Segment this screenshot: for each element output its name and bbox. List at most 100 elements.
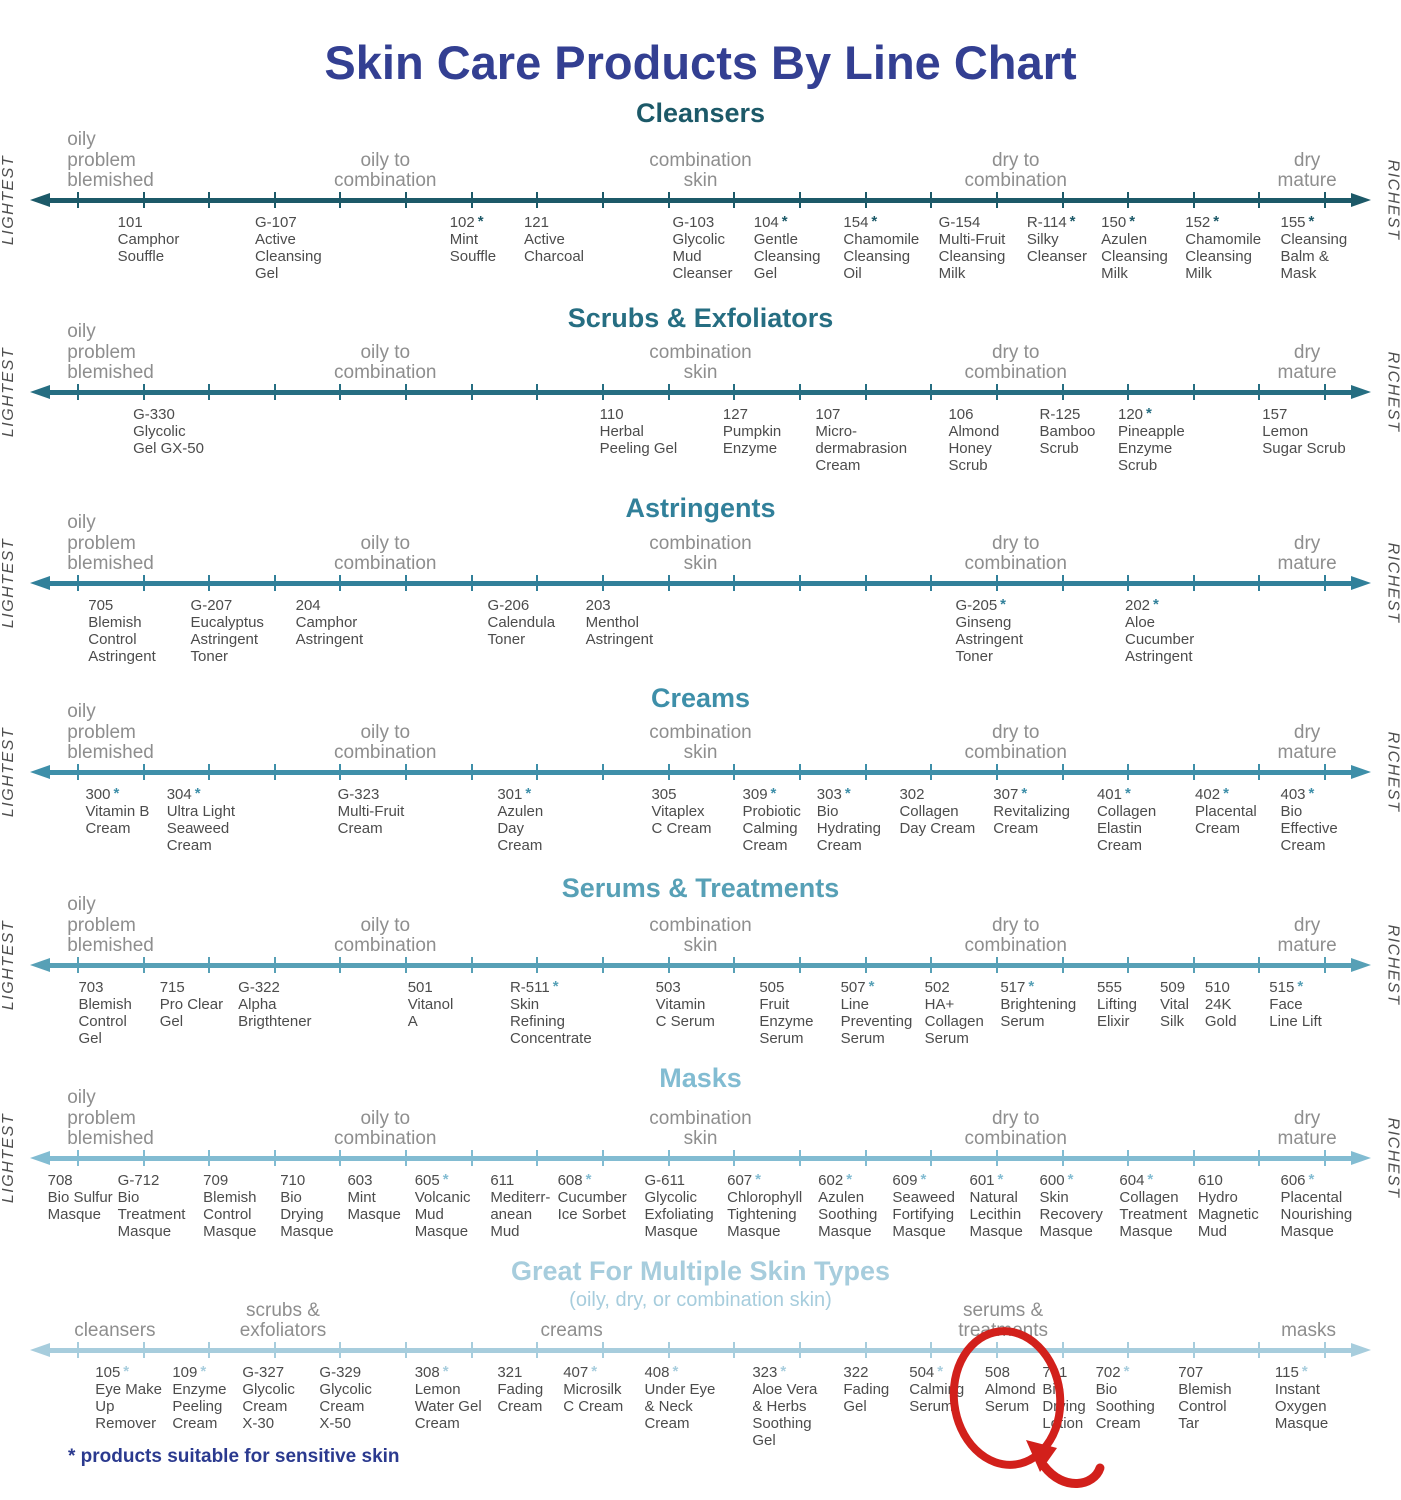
- axis-category-label-line: dry: [1293, 914, 1321, 936]
- axis-category-label: oily to combination: [334, 722, 436, 764]
- product-name-line: Masque: [1119, 1223, 1173, 1241]
- product-name-line: Microsilk: [563, 1381, 622, 1399]
- product-name-line: Sugar Scrub: [1262, 440, 1346, 458]
- product-code: 301: [497, 786, 523, 803]
- axis-tick: [142, 1342, 145, 1358]
- axis-category-label: oily problem blemished: [67, 322, 154, 384]
- sensitive-skin-star-icon: *: [1021, 785, 1028, 802]
- sensitive-skin-star-icon: *: [442, 1363, 449, 1380]
- axis-tick: [864, 1342, 867, 1358]
- axis-tick: [602, 575, 605, 591]
- product-307: 307 * Revitalizing Cream: [993, 785, 1070, 837]
- product-name-line: Ginseng: [955, 614, 1012, 632]
- edge-label-right: RICHEST: [1381, 890, 1401, 1040]
- axis-arrow-left-icon: [30, 193, 50, 207]
- axis-tick: [1192, 1150, 1195, 1166]
- product-502: 502 HA+ Collagen Serum: [925, 979, 984, 1047]
- product-name-line: Face: [1269, 996, 1303, 1014]
- product-code-line: G-323: [338, 786, 405, 803]
- product-R-125: R-125 Bamboo Scrub: [1040, 406, 1096, 457]
- axis-tick: [602, 384, 605, 400]
- product-code: 707: [1178, 1364, 1204, 1381]
- sensitive-skin-star-icon: *: [113, 785, 120, 802]
- axis-category-label: dry mature: [1278, 1108, 1337, 1150]
- sensitive-skin-star-icon: *: [770, 785, 777, 802]
- product-code: 152: [1185, 214, 1211, 231]
- product-code: G-107: [254, 214, 297, 231]
- product-name-line: Vitamin: [655, 996, 706, 1014]
- product-code-line: R-114 *: [1027, 213, 1087, 231]
- axis-category-label: cleansers: [74, 1321, 155, 1342]
- sensitive-skin-star-icon: *: [1123, 1363, 1130, 1380]
- footer-note: * products suitable for sensitive skin: [68, 1446, 400, 1467]
- product-name-line: Hydrating: [816, 820, 881, 838]
- product-code: 605: [414, 1172, 440, 1189]
- sensitive-skin-star-icon: *: [1147, 1171, 1154, 1188]
- product-name-line: Masque: [414, 1223, 469, 1241]
- axis-category-label-line: masks: [1281, 1320, 1336, 1342]
- product-name-line: Masque: [117, 1223, 172, 1241]
- product-name-line: Scrub: [948, 457, 988, 475]
- product-304: 304 * Ultra Light Seaweed Cream: [166, 785, 235, 855]
- axis-tick: [339, 192, 342, 208]
- axis-category-label: oily to combination: [334, 342, 436, 384]
- product-name-line: Magnetic: [1197, 1206, 1259, 1224]
- product-name-line: Cream: [497, 1398, 543, 1416]
- product-code: 203: [585, 597, 611, 614]
- product-name-line: Bio: [1042, 1381, 1065, 1399]
- product-name-line: Masque: [644, 1223, 698, 1241]
- product-name-line: Cream: [166, 837, 212, 855]
- axis-arrow-left-icon: [30, 576, 50, 590]
- axis-tick: [76, 957, 79, 973]
- axis-tick: [142, 957, 145, 973]
- axis-tick: [930, 764, 933, 780]
- product-code: G-154: [938, 214, 981, 231]
- axis-tick: [76, 1150, 79, 1166]
- product-code: G-327: [242, 1364, 285, 1381]
- axis-tick: [142, 384, 145, 400]
- axis-tick: [1127, 575, 1130, 591]
- sensitive-skin-star-icon: *: [844, 785, 851, 802]
- axis-tick: [1192, 384, 1195, 400]
- axis-tick: [602, 957, 605, 973]
- axis-category-label: combination skin: [649, 1107, 752, 1150]
- product-name-line: Astringent: [295, 631, 364, 649]
- product-name-line: Azulen: [1101, 231, 1148, 249]
- product-code: G-205: [955, 597, 998, 614]
- product-code: 323: [752, 1364, 778, 1381]
- edge-label-text: LIGHTEST: [0, 919, 18, 1011]
- axis-category-label-line: combination: [649, 1107, 752, 1129]
- axis-line: [44, 580, 1357, 586]
- product-name-line: Cleanser: [1026, 248, 1087, 266]
- product-code-line: 610: [1198, 1172, 1259, 1189]
- product-name-line: Mask: [1280, 265, 1317, 283]
- axis-tick: [1061, 1342, 1064, 1358]
- axis-category-label: oily to combination: [334, 915, 436, 957]
- product-name-line: Multi-Fruit: [938, 231, 1006, 249]
- product-308: 308 * Lemon Water Gel Cream: [415, 1363, 482, 1432]
- section-serums-treatments: Serums & Treatments oily problem blemished o…: [0, 870, 1401, 1060]
- section-astringents: Astringents oily problem blemished oily to co…: [0, 490, 1401, 680]
- sensitive-skin-star-icon: *: [552, 978, 559, 995]
- product-code: 120: [1117, 406, 1144, 423]
- product-name-line: Effective: [1280, 820, 1338, 838]
- product-name-line: Serum: [759, 1030, 804, 1048]
- product-code: 607: [727, 1172, 753, 1189]
- axis-category-label: oily to combination: [334, 1108, 436, 1150]
- product-code: G-330: [133, 406, 175, 423]
- sensitive-skin-star-icon: *: [1125, 785, 1131, 802]
- sensitive-skin-star-icon: *: [477, 213, 484, 230]
- product-name-line: Cream: [1096, 837, 1142, 855]
- axis-category-label-line: blemished: [67, 553, 154, 575]
- product-name-line: Active: [523, 231, 565, 249]
- axis-tick: [733, 192, 736, 208]
- axis-tick: [1061, 575, 1064, 591]
- product-154: 154 * Chamomile Cleansing Oil: [843, 213, 919, 282]
- axis-category-label-line: problem: [67, 532, 136, 554]
- product-code: 609: [892, 1172, 918, 1189]
- product-G-207: G-207 Eucalyptus Astringent Toner: [191, 597, 264, 665]
- axis-tick: [733, 575, 736, 591]
- product-name-line: Soothing: [818, 1206, 878, 1224]
- product-name-line: Soothing: [752, 1415, 812, 1433]
- axis-tick: [1258, 384, 1261, 400]
